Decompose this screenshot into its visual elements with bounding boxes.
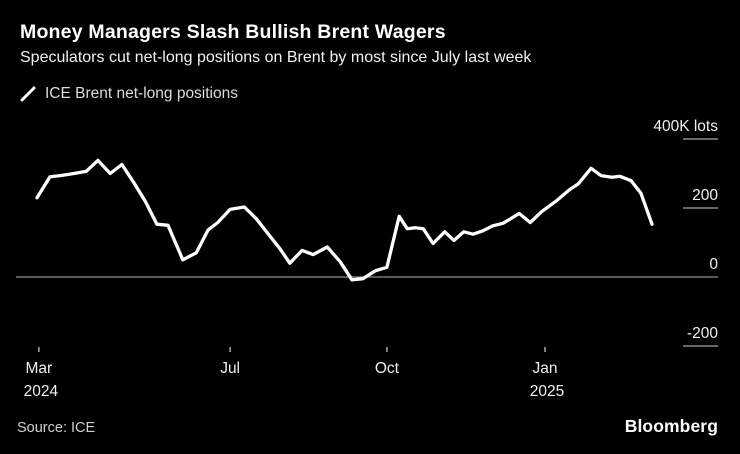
x-axis-label-month: Mar	[25, 360, 52, 377]
bloomberg-logo: Bloomberg	[624, 416, 718, 436]
x-axis-label-year: 2024	[24, 383, 59, 400]
y-axis-label: 200	[692, 187, 718, 204]
chart-header: Money Managers Slash Bullish Brent Wager…	[20, 21, 531, 67]
chart-subtitle: Speculators cut net-long positions on Br…	[20, 49, 532, 66]
legend-line-icon	[20, 86, 36, 102]
x-axis-label-month: Jul	[220, 360, 240, 377]
x-axis-label-month: Oct	[375, 360, 400, 377]
legend: ICE Brent net-long positions	[20, 85, 238, 103]
brent-net-long-line	[35, 158, 654, 282]
y-axis-label: 400K lots	[653, 118, 718, 135]
legend-label: ICE Brent net-long positions	[45, 85, 238, 102]
y-axis-label: -200	[687, 325, 718, 342]
x-axis-label-year: 2025	[530, 383, 564, 400]
chart-title: Money Managers Slash Bullish Brent Wager…	[20, 21, 446, 43]
source-label: Source: ICE	[17, 420, 96, 436]
x-axis-label-month: Jan	[532, 360, 557, 377]
y-axis-label: 0	[709, 256, 718, 273]
